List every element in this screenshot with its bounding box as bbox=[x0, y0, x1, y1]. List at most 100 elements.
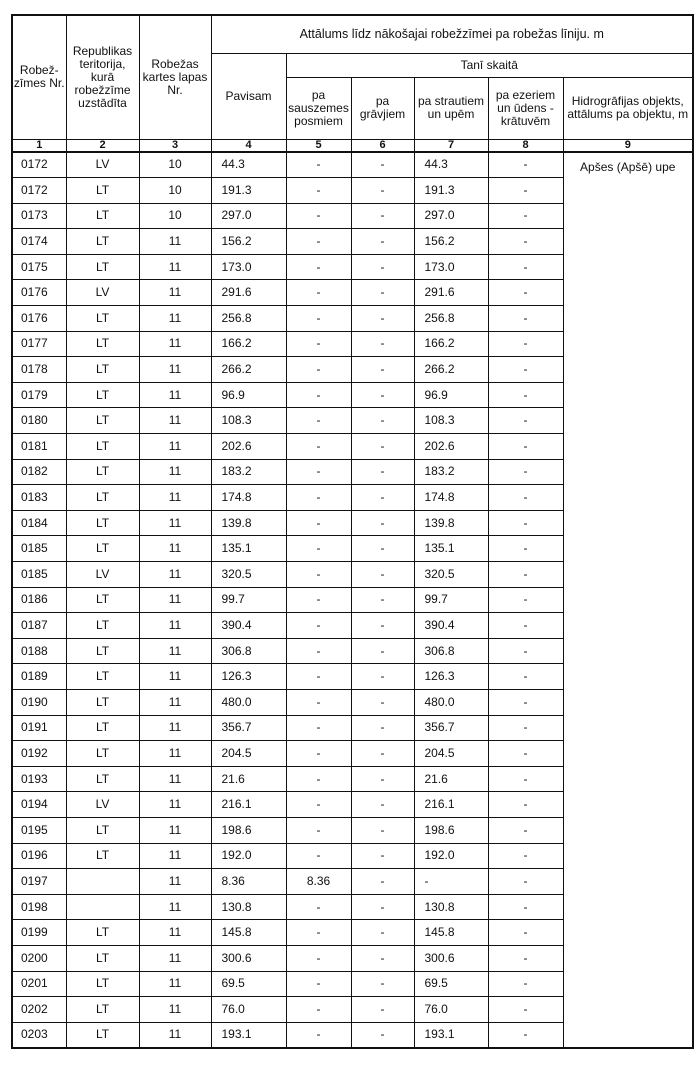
cell-total: 356.7 bbox=[210, 714, 287, 742]
cell-ditches: - bbox=[350, 791, 415, 818]
cell-map-sheet: 11 bbox=[138, 407, 212, 435]
cell-map-sheet: 11 bbox=[138, 305, 212, 332]
cell-territory: LT bbox=[65, 816, 140, 844]
cell-lakes: - bbox=[487, 458, 564, 486]
cell-ditches: - bbox=[350, 586, 415, 614]
cell-marker-no: 0187 bbox=[11, 612, 67, 639]
cell-territory: LV bbox=[65, 150, 140, 179]
cell-land: - bbox=[285, 202, 352, 230]
cell-ditches: - bbox=[350, 919, 415, 946]
cell-streams: 320.5 bbox=[413, 561, 489, 588]
cell-streams: 480.0 bbox=[413, 688, 489, 716]
cell-marker-no: 0173 bbox=[11, 202, 67, 230]
cell-territory: LT bbox=[65, 458, 140, 486]
table-row: 0194 LV 11 216.1- -216.1- bbox=[11, 791, 693, 818]
col-number: 8 bbox=[487, 138, 564, 153]
table-row: 0187 LT 11 390.4- -390.4- bbox=[11, 612, 693, 639]
cell-streams: 306.8 bbox=[413, 637, 489, 665]
table-row: 0197 11 8.36 8.36- - - bbox=[11, 868, 693, 895]
cell-marker-no: 0183 bbox=[11, 484, 67, 511]
table-row: 0201 LT 11 69.5- -69.5- bbox=[11, 970, 693, 998]
cell-lakes: - bbox=[487, 816, 564, 844]
cell-map-sheet: 11 bbox=[138, 740, 212, 767]
cell-land: - bbox=[285, 637, 352, 665]
table-row: 0185 LV 11 320.5- -320.5- bbox=[11, 561, 693, 588]
cell-streams: 166.2 bbox=[413, 330, 489, 358]
cell-ditches: - bbox=[350, 202, 415, 230]
cell-total: 44.3 bbox=[210, 150, 287, 179]
cell-marker-no: 0172 bbox=[11, 177, 67, 204]
cell-marker-no: 0198 bbox=[11, 893, 67, 921]
cell-lakes: - bbox=[487, 612, 564, 639]
cell-marker-no: 0176 bbox=[11, 305, 67, 332]
table-row: 0192 LT 11 204.5- -204.5- bbox=[11, 740, 693, 767]
cell-total: 130.8 bbox=[210, 893, 287, 921]
cell-ditches: - bbox=[350, 433, 415, 460]
cell-lakes: - bbox=[487, 253, 564, 281]
cell-streams: 191.3 bbox=[413, 177, 489, 204]
cell-land: - bbox=[285, 407, 352, 435]
cell-territory: LV bbox=[65, 791, 140, 818]
cell-territory: LT bbox=[65, 330, 140, 358]
cell-total: 21.6 bbox=[210, 765, 287, 793]
cell-territory: LT bbox=[65, 356, 140, 383]
cell-land: - bbox=[285, 433, 352, 460]
cell-marker-no: 0180 bbox=[11, 407, 67, 435]
cell-land: - bbox=[285, 714, 352, 742]
cell-territory: LT bbox=[65, 381, 140, 409]
cell-marker-no: 0178 bbox=[11, 356, 67, 383]
cell-map-sheet: 11 bbox=[138, 612, 212, 639]
cell-territory: LT bbox=[65, 535, 140, 562]
col-number: 9 bbox=[562, 138, 694, 153]
cell-land: - bbox=[285, 944, 352, 972]
cell-marker-no: 0194 bbox=[11, 791, 67, 818]
cell-land: - bbox=[285, 381, 352, 409]
cell-lakes: - bbox=[487, 561, 564, 588]
cell-streams: 193.1 bbox=[413, 1021, 489, 1049]
cell-land: - bbox=[285, 561, 352, 588]
cell-map-sheet: 11 bbox=[138, 996, 212, 1023]
cell-ditches: - bbox=[350, 868, 415, 895]
cell-streams: 135.1 bbox=[413, 535, 489, 562]
col-number: 7 bbox=[413, 138, 489, 153]
cell-streams: 44.3 bbox=[413, 150, 489, 179]
cell-total: 300.6 bbox=[210, 944, 287, 972]
cell-streams: 108.3 bbox=[413, 407, 489, 435]
cell-ditches: - bbox=[350, 509, 415, 537]
cell-total: 202.6 bbox=[210, 433, 287, 460]
cell-ditches: - bbox=[350, 228, 415, 255]
cell-marker-no: 0172 bbox=[11, 150, 67, 179]
cell-land: - bbox=[285, 842, 352, 870]
cell-map-sheet: 11 bbox=[138, 433, 212, 460]
table-row: 0190 LT 11 480.0- -480.0- bbox=[11, 688, 693, 716]
cell-land: - bbox=[285, 305, 352, 332]
table-row: 0176 LV 11 291.6- -291.6- bbox=[11, 279, 693, 307]
cell-marker-no: 0182 bbox=[11, 458, 67, 486]
header-streams: pa strautiem un upēm bbox=[413, 76, 489, 140]
cell-map-sheet: 11 bbox=[138, 381, 212, 409]
cell-total: 173.0 bbox=[210, 253, 287, 281]
cell-marker-no: 0188 bbox=[11, 637, 67, 665]
cell-streams: 291.6 bbox=[413, 279, 489, 307]
cell-territory: LT bbox=[65, 714, 140, 742]
cell-ditches: - bbox=[350, 893, 415, 921]
cell-lakes: - bbox=[487, 433, 564, 460]
cell-total: 166.2 bbox=[210, 330, 287, 358]
cell-territory: LT bbox=[65, 970, 140, 998]
cell-streams: 356.7 bbox=[413, 714, 489, 742]
cell-territory: LT bbox=[65, 228, 140, 255]
cell-marker-no: 0175 bbox=[11, 253, 67, 281]
cell-streams: 198.6 bbox=[413, 816, 489, 844]
cell-map-sheet: 11 bbox=[138, 944, 212, 972]
cell-ditches: - bbox=[350, 356, 415, 383]
cell-territory: LT bbox=[65, 177, 140, 204]
cell-total: 306.8 bbox=[210, 637, 287, 665]
cell-territory: LT bbox=[65, 1021, 140, 1049]
cell-territory: LT bbox=[65, 253, 140, 281]
cell-total: 96.9 bbox=[210, 381, 287, 409]
cell-land: - bbox=[285, 228, 352, 255]
cell-marker-no: 0189 bbox=[11, 663, 67, 690]
cell-streams: 266.2 bbox=[413, 356, 489, 383]
cell-total: 193.1 bbox=[210, 1021, 287, 1049]
header-marker-no: Robež-zīmes Nr. bbox=[11, 14, 67, 140]
